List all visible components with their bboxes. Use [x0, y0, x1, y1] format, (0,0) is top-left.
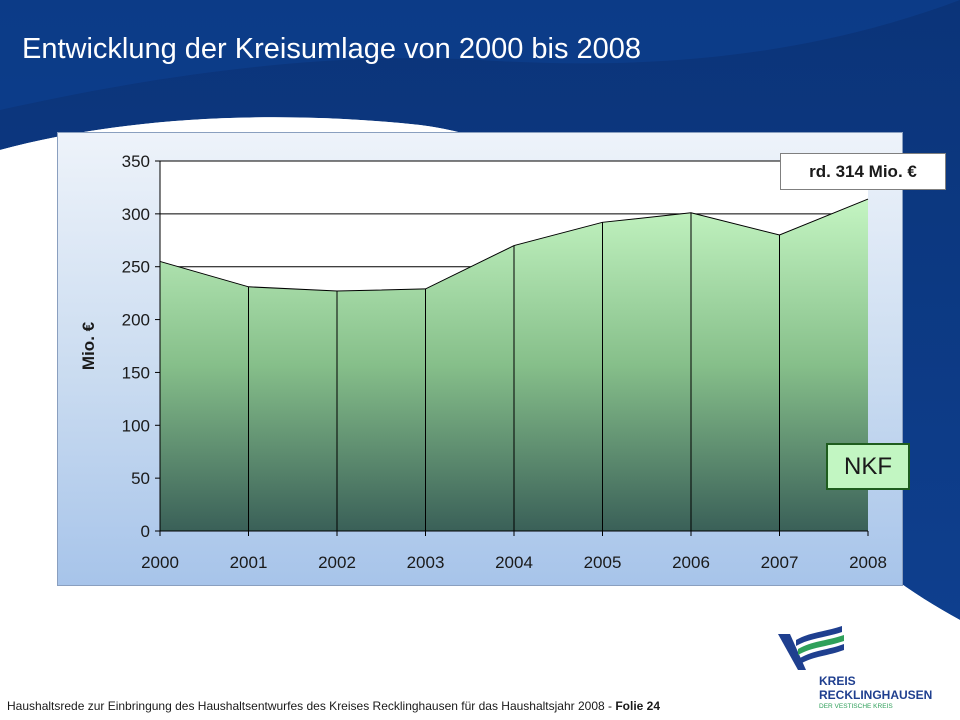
x-tick-label: 2008	[849, 553, 887, 572]
axes	[155, 160, 869, 536]
area-series	[159, 198, 869, 532]
logo-text-recklinghausen: RECKLINGHAUSEN	[819, 688, 933, 702]
x-tick-label: 2004	[495, 553, 533, 572]
slide-title: Entwicklung der Kreisumlage von 2000 bis…	[22, 33, 642, 65]
y-tick-label: 350	[122, 152, 150, 171]
y-axis-label: Mio. €	[79, 321, 98, 370]
x-tick-label: 2000	[141, 553, 179, 572]
footer-slide-ref: Folie 24	[615, 699, 661, 713]
kreis-logo: KREIS RECKLINGHAUSEN DER VESTISCHE KREIS	[776, 622, 946, 712]
logo-text-kreis: KREIS	[819, 674, 856, 688]
x-tick-label: 2003	[407, 553, 445, 572]
value-annotation: rd. 314 Mio. €	[780, 153, 946, 190]
footer-text: Haushaltsrede zur Einbringung des Hausha…	[7, 699, 616, 713]
y-tick-label: 50	[131, 469, 150, 488]
y-tick-label: 200	[122, 311, 150, 330]
footer: Haushaltsrede zur Einbringung des Hausha…	[7, 699, 660, 713]
logo-mark-icon	[778, 626, 844, 670]
x-tick-label: 2002	[318, 553, 356, 572]
logo-text-tagline: DER VESTISCHE KREIS	[819, 703, 893, 710]
y-tick-label: 0	[141, 522, 150, 541]
nkf-badge: NKF	[826, 443, 910, 490]
tick-labels: 0 50 100 150 200 250 300 350 2000 2001 2002 2003 200…	[122, 152, 887, 572]
y-tick-label: 100	[122, 416, 150, 435]
y-tick-label: 300	[122, 205, 150, 224]
y-tick-label: 250	[122, 258, 150, 277]
x-tick-label: 2005	[584, 553, 622, 572]
y-tick-label: 150	[122, 363, 150, 382]
x-tick-label: 2007	[761, 553, 799, 572]
x-tick-label: 2001	[230, 553, 268, 572]
x-tick-label: 2006	[672, 553, 710, 572]
